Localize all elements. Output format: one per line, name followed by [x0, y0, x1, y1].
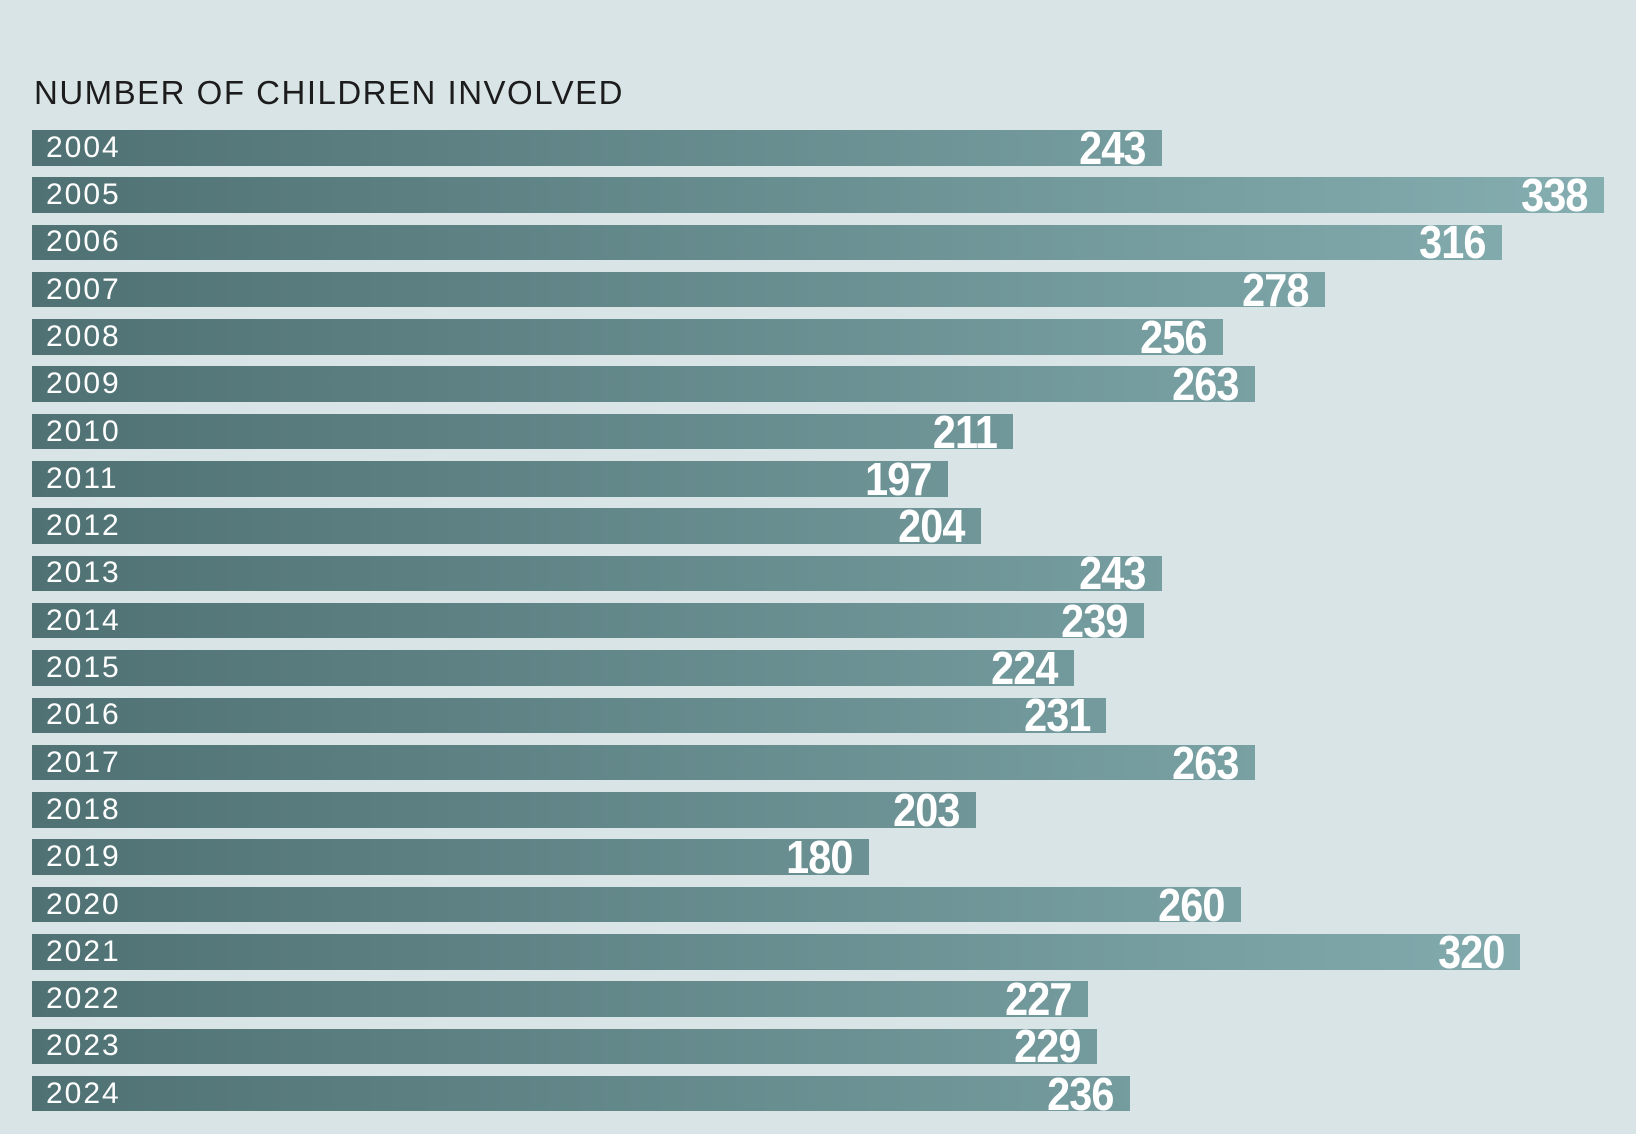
value-label: 211 [933, 405, 998, 458]
year-label: 2016 [46, 698, 121, 732]
bar-row: 2018 203 [32, 787, 1604, 833]
bar-2021: 2021 320 [32, 929, 1521, 975]
bar-2023: 2023 229 [32, 1023, 1098, 1069]
bar-2006: 2006 316 [32, 219, 1502, 265]
value-label: 224 [991, 642, 1058, 695]
year-label: 2009 [46, 367, 121, 401]
bar-row: 2017 263 [32, 740, 1604, 786]
year-label: 2014 [46, 603, 121, 637]
year-label: 2019 [46, 840, 121, 874]
value-label: 204 [898, 500, 965, 553]
year-label: 2018 [46, 792, 121, 826]
bar-2020: 2020 260 [32, 882, 1242, 928]
bar-row: 2011 197 [32, 456, 1604, 502]
value-label: 197 [865, 452, 933, 505]
bar-row: 2008 256 [32, 314, 1604, 360]
bar-row: 2009 263 [32, 361, 1604, 407]
bar-row: 2013 243 [32, 550, 1604, 596]
bar-2012: 2012 204 [32, 503, 981, 549]
bar-row: 2010 211 [32, 409, 1604, 455]
value-label: 263 [1172, 736, 1240, 789]
year-label: 2017 [46, 745, 121, 779]
bar-2024: 2024 236 [32, 1071, 1130, 1117]
bar-row: 2015 224 [32, 645, 1604, 691]
bar-row: 2005 338 [32, 172, 1604, 218]
year-label: 2008 [46, 319, 121, 353]
value-label: 243 [1079, 121, 1147, 174]
year-label: 2020 [46, 887, 121, 921]
year-label: 2024 [46, 1076, 121, 1110]
year-label: 2007 [46, 272, 121, 306]
year-label: 2006 [46, 225, 121, 259]
year-label: 2015 [46, 651, 121, 685]
value-label: 239 [1060, 594, 1128, 647]
year-label: 2004 [46, 130, 121, 164]
value-label: 231 [1023, 689, 1091, 742]
bar-row: 2019 180 [32, 834, 1604, 880]
year-label: 2023 [46, 1029, 121, 1063]
bar-2019: 2019 180 [32, 834, 870, 880]
bar-row: 2023 229 [32, 1023, 1604, 1069]
bar-2004: 2004 243 [32, 125, 1163, 171]
value-label: 263 [1172, 358, 1240, 411]
value-label: 260 [1158, 878, 1226, 931]
bar-row: 2004 243 [32, 125, 1604, 171]
bar-row: 2006 316 [32, 219, 1604, 265]
bar-row: 2007 278 [32, 267, 1604, 313]
bar-row: 2020 260 [32, 882, 1604, 928]
bar-2016: 2016 231 [32, 692, 1107, 738]
year-label: 2012 [46, 509, 121, 543]
chart-title: NUMBER OF CHILDREN INVOLVED [34, 74, 624, 111]
year-label: 2011 [46, 461, 119, 495]
bar-2017: 2017 263 [32, 740, 1256, 786]
value-label: 229 [1014, 1020, 1081, 1073]
value-label: 227 [1005, 973, 1072, 1026]
value-label: 316 [1419, 216, 1486, 269]
bar-2008: 2008 256 [32, 314, 1223, 360]
bar-2022: 2022 227 [32, 976, 1088, 1022]
value-label: 180 [786, 831, 854, 884]
value-label: 256 [1140, 310, 1207, 363]
bar-row: 2024 236 [32, 1071, 1604, 1117]
bar-2013: 2013 243 [32, 550, 1163, 596]
value-label: 338 [1521, 169, 1588, 222]
bar-2010: 2010 211 [32, 409, 1014, 455]
bar-chart: 2004 243 2005 338 2006 316 2007 278 2008 256 2009 2… [32, 125, 1604, 1117]
value-label: 243 [1079, 547, 1147, 600]
year-label: 2005 [46, 178, 121, 212]
year-label: 2022 [46, 982, 121, 1016]
bar-2018: 2018 203 [32, 787, 977, 833]
bar-2011: 2011 197 [32, 456, 949, 502]
year-label: 2021 [46, 934, 121, 968]
value-label: 236 [1047, 1067, 1114, 1120]
bar-row: 2016 231 [32, 692, 1604, 738]
bar-2007: 2007 278 [32, 267, 1325, 313]
bar-2015: 2015 224 [32, 645, 1074, 691]
bar-2014: 2014 239 [32, 598, 1144, 644]
bar-row: 2022 227 [32, 976, 1604, 1022]
year-label: 2013 [46, 556, 121, 590]
bar-row: 2012 204 [32, 503, 1604, 549]
value-label: 320 [1437, 925, 1505, 978]
bar-2005: 2005 338 [32, 172, 1604, 218]
value-label: 278 [1242, 263, 1309, 316]
bar-row: 2021 320 [32, 929, 1604, 975]
year-label: 2010 [46, 414, 121, 448]
bar-2009: 2009 263 [32, 361, 1256, 407]
bar-row: 2014 239 [32, 598, 1604, 644]
value-label: 203 [893, 783, 961, 836]
